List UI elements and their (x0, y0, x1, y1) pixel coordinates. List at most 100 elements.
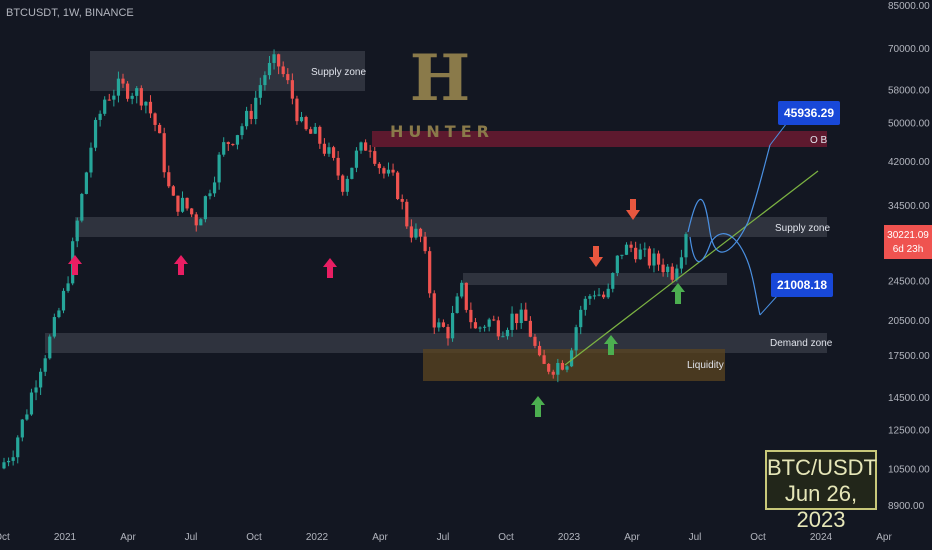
candle-up[interactable] (212, 182, 217, 194)
candle-up[interactable] (98, 113, 102, 120)
candle-down[interactable] (185, 197, 189, 209)
candle-up[interactable] (144, 101, 148, 106)
candle-down[interactable] (656, 253, 661, 265)
candle-up[interactable] (20, 419, 24, 438)
candle-up[interactable] (460, 282, 464, 297)
candle-up[interactable] (57, 310, 61, 318)
candle-up[interactable] (48, 336, 52, 359)
candle-down[interactable] (496, 320, 500, 337)
candle-up[interactable] (583, 298, 587, 310)
candle-up[interactable] (414, 228, 418, 238)
candle-down[interactable] (363, 142, 368, 151)
candle-up[interactable] (354, 150, 359, 168)
candle-up[interactable] (39, 371, 43, 388)
candle-up[interactable] (327, 147, 331, 154)
candle-up[interactable] (569, 350, 574, 367)
candle-down[interactable] (396, 172, 400, 200)
candle-down[interactable] (441, 322, 446, 327)
candle-up[interactable] (93, 119, 98, 148)
candle-up[interactable] (180, 197, 185, 212)
candle-up[interactable] (43, 358, 47, 372)
candle-up[interactable] (217, 154, 221, 183)
candle-down[interactable] (281, 66, 285, 75)
candle-up[interactable] (258, 85, 262, 98)
candle-down[interactable] (533, 336, 537, 346)
candle-down[interactable] (277, 54, 281, 67)
candle-down[interactable] (542, 355, 546, 364)
candle-down[interactable] (547, 363, 551, 372)
candle-down[interactable] (190, 208, 194, 215)
candle-down[interactable] (373, 151, 377, 164)
candle-down[interactable] (647, 248, 651, 266)
candle-up[interactable] (116, 78, 121, 96)
candle-down[interactable] (139, 88, 143, 106)
candle-up[interactable] (620, 254, 624, 256)
candle-down[interactable] (423, 236, 427, 252)
candle-down[interactable] (528, 320, 532, 337)
candle-up[interactable] (84, 172, 88, 194)
candle-up[interactable] (556, 362, 560, 375)
candle-down[interactable] (249, 110, 253, 119)
candle-down[interactable] (405, 201, 409, 227)
trendline[interactable] (564, 170, 819, 366)
candle-down[interactable] (524, 309, 528, 321)
candle-down[interactable] (158, 124, 162, 134)
candle-down[interactable] (290, 80, 294, 99)
candle-down[interactable] (107, 99, 111, 101)
candle-down[interactable] (560, 362, 565, 370)
candle-down[interactable] (304, 117, 308, 130)
candle-up[interactable] (615, 255, 619, 274)
candle-up[interactable] (638, 249, 642, 260)
candle-down[interactable] (153, 113, 157, 125)
candle-down[interactable] (400, 199, 404, 202)
candle-down[interactable] (634, 247, 638, 260)
candle-up[interactable] (624, 244, 629, 255)
candle-down[interactable] (226, 142, 230, 144)
candle-up[interactable] (263, 75, 267, 86)
candle-down[interactable] (309, 129, 313, 134)
candle-up[interactable] (272, 54, 276, 63)
candle-up[interactable] (2, 462, 6, 469)
candle-up[interactable] (89, 147, 93, 173)
candle-up[interactable] (254, 97, 258, 119)
candle-down[interactable] (661, 264, 665, 273)
candle-up[interactable] (359, 142, 363, 151)
candle-up[interactable] (244, 110, 249, 127)
candle-down[interactable] (382, 168, 386, 174)
candle-up[interactable] (679, 257, 684, 269)
candle-up[interactable] (235, 135, 240, 145)
candle-down[interactable] (629, 244, 633, 248)
candle-up[interactable] (592, 295, 597, 297)
candle-up[interactable] (80, 193, 84, 221)
candle-up[interactable] (597, 294, 601, 296)
candle-up[interactable] (574, 327, 578, 351)
time-axis[interactable]: Oct 2021 Apr Jul Oct 2022 Apr Jul Oct 2023 Apr Jul O… (0, 532, 892, 543)
candle-up[interactable] (313, 126, 317, 134)
candle-up[interactable] (510, 313, 514, 330)
candle-up[interactable] (666, 266, 670, 273)
candle-down[interactable] (176, 195, 180, 212)
candle-down[interactable] (473, 322, 478, 329)
candle-down[interactable] (602, 294, 606, 298)
candle-down[interactable] (286, 74, 290, 81)
candle-up[interactable] (61, 290, 66, 311)
candle-down[interactable] (670, 266, 674, 280)
candle-down[interactable] (171, 186, 175, 196)
candle-up[interactable] (345, 178, 349, 192)
candle-down[interactable] (551, 371, 555, 375)
candle-down[interactable] (432, 293, 436, 328)
price-axis[interactable]: 85000.00 70000.00 58000.00 50000.00 42000.00… (888, 1, 930, 512)
candle-down[interactable] (295, 98, 299, 122)
candle-up[interactable] (52, 317, 56, 337)
candle-down[interactable] (231, 143, 235, 145)
candle-down[interactable] (469, 309, 473, 323)
candle-up[interactable] (203, 196, 207, 220)
candle-up[interactable] (112, 95, 116, 100)
candle-up[interactable] (643, 248, 647, 250)
candle-up[interactable] (208, 193, 212, 197)
candle-up[interactable] (75, 220, 79, 242)
candle-down[interactable] (377, 163, 381, 169)
candle-up[interactable] (16, 437, 20, 458)
candle-up[interactable] (267, 62, 272, 76)
